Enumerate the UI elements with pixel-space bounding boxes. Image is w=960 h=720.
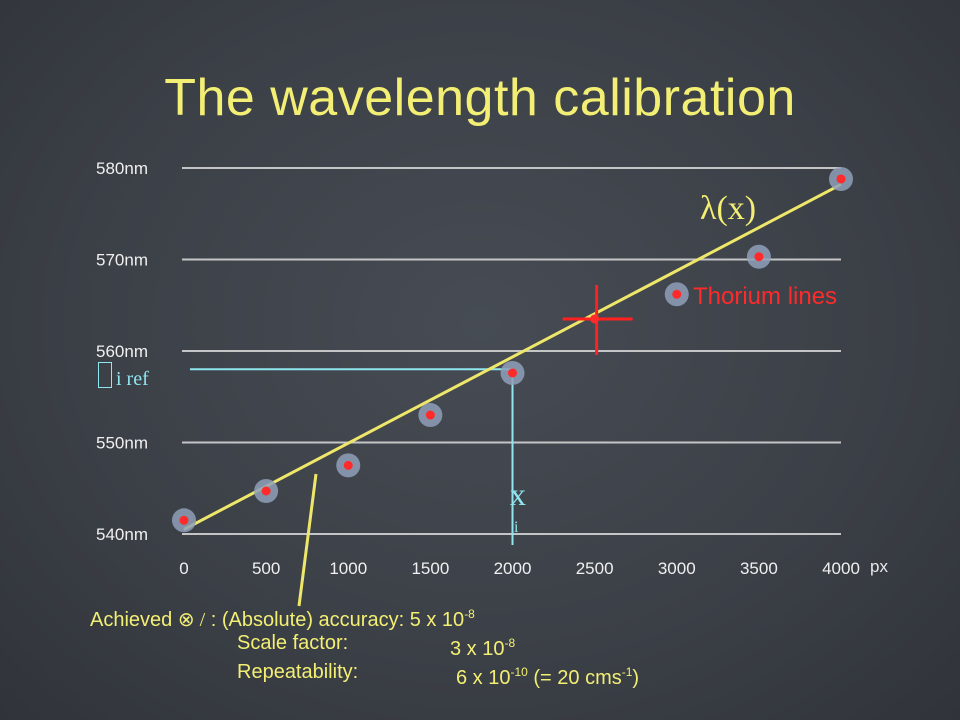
data-point bbox=[508, 368, 517, 378]
scale-value: 3 x 10-8 bbox=[450, 629, 515, 664]
y-tick-label: 580nm bbox=[96, 159, 148, 178]
achieved-prefix: Achieved bbox=[90, 609, 173, 631]
pointer-line bbox=[297, 473, 318, 607]
accuracy-text: : (Absolute) accuracy: 5 x 10 bbox=[210, 609, 465, 631]
lambda-ref-label: i ref bbox=[98, 362, 149, 391]
x-label: x bbox=[510, 476, 526, 512]
data-point bbox=[179, 515, 189, 525]
data-point bbox=[836, 174, 846, 184]
data-point bbox=[261, 486, 271, 496]
scale-mantissa: 3 x 10 bbox=[450, 638, 505, 660]
x-tick-label: 3000 bbox=[658, 559, 696, 578]
x-tick-label: 2000 bbox=[494, 559, 532, 578]
scale-exponent: -8 bbox=[504, 636, 516, 650]
scale-label: Scale factor: bbox=[237, 632, 349, 654]
delta-lambda-over-lambda-icon: ⊗ / bbox=[177, 609, 206, 631]
x-tick-labels: 0 500 1000 1500 2000 2500 3000 3500 4000 bbox=[179, 559, 860, 578]
y-tick-label: 550nm bbox=[96, 434, 148, 453]
y-tick-label: 570nm bbox=[96, 251, 148, 270]
x-tick-label: 3500 bbox=[740, 559, 778, 578]
x-tick-label: 1500 bbox=[411, 559, 449, 578]
x-tick-label: 1000 bbox=[329, 559, 367, 578]
y-tick-label: 540nm bbox=[96, 525, 148, 544]
thorium-lines-label: Thorium lines bbox=[693, 283, 838, 310]
reference-lines bbox=[190, 368, 514, 545]
lambda-placeholder-icon bbox=[98, 362, 112, 388]
repeat-mantissa: 6 x 10 bbox=[456, 667, 511, 689]
accuracy-exponent: -8 bbox=[464, 607, 475, 621]
fit-line-group bbox=[183, 183, 842, 607]
x-tick-label: 4000 bbox=[822, 559, 860, 578]
x-tick-label: 500 bbox=[252, 559, 280, 578]
x-subscript: i bbox=[514, 519, 519, 536]
x-tick-label: 2500 bbox=[576, 559, 614, 578]
slide-title: The wavelength calibration bbox=[164, 69, 796, 127]
x-i-label: x i bbox=[510, 476, 526, 536]
repeat-close: ) bbox=[632, 667, 640, 689]
data-points bbox=[172, 166, 853, 533]
data-point bbox=[672, 289, 682, 299]
data-point bbox=[754, 252, 764, 262]
repeat-suffix-exponent: -1 bbox=[621, 665, 633, 679]
y-tick-labels: 540nm 550nm 560nm 570nm 580nm bbox=[96, 159, 148, 544]
lambda-function-label: λ(x) bbox=[700, 190, 757, 227]
x-tick-label: 0 bbox=[179, 559, 188, 578]
data-point bbox=[343, 460, 353, 470]
highlight-crosshair bbox=[562, 284, 633, 355]
repeatability-label: Repeatability: bbox=[237, 661, 359, 683]
repeat-suffix: (= 20 cms bbox=[527, 667, 622, 689]
lambda-ref-subscript: i ref bbox=[116, 368, 149, 390]
x-axis-unit-label: px bbox=[870, 557, 888, 576]
y-tick-label: 560nm bbox=[96, 342, 148, 361]
highlight-point bbox=[590, 314, 600, 324]
fit-line bbox=[183, 183, 842, 531]
repeatability-value: 6 x 10-10 (= 20 cms-1) bbox=[456, 658, 639, 693]
repeat-exponent: -10 bbox=[510, 665, 528, 679]
data-point bbox=[425, 410, 435, 420]
achieved-label: Achieved ⊗ / : (Absolute) accuracy: 5 x … bbox=[90, 600, 475, 635]
